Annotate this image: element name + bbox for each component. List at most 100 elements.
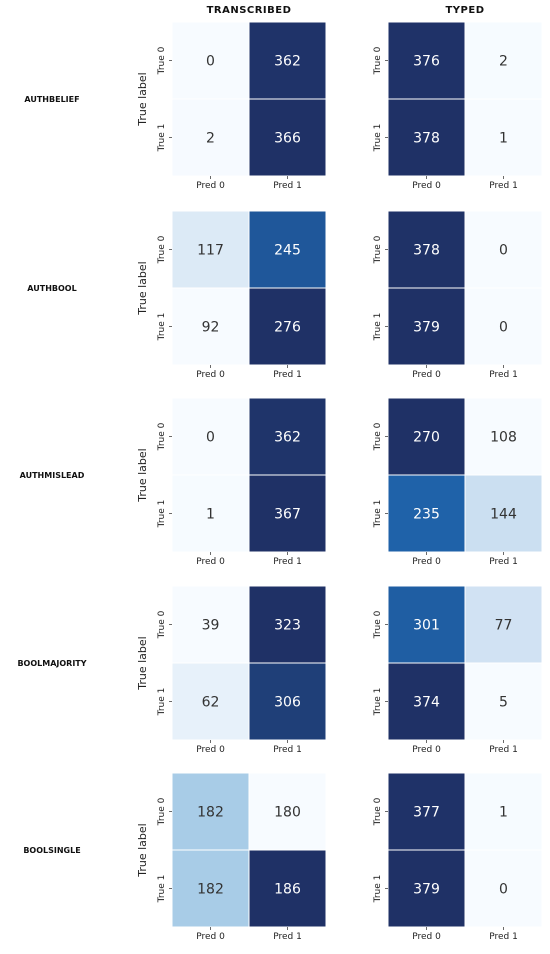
x-tick-label: Pred 0 — [412, 932, 441, 942]
cell-value-label: 5 — [499, 695, 508, 711]
heatmap-boolmajority-typed: 301 77 374 5 Pred 0 Pred 1 True 0 True 1 — [373, 585, 543, 755]
heatmap-cell — [248, 210, 327, 289]
y-axis-label: True label — [136, 636, 149, 690]
x-tick-label: Pred 1 — [489, 181, 518, 191]
heatmap-authbool-typed: 378 0 379 0 Pred 0 Pred 1 True 0 True 1 — [373, 210, 543, 380]
cell-value-label: 376 — [413, 54, 440, 70]
heatmap-cell — [387, 585, 466, 664]
y-axis-label: True label — [136, 448, 149, 502]
heatmap-cell — [464, 287, 543, 366]
heatmap-cell — [464, 474, 543, 553]
cell-value-label: 0 — [499, 320, 508, 336]
y-tick-label: True 0 — [373, 610, 383, 639]
column-title-typed: TYPED — [445, 5, 484, 16]
cell-value-label: 182 — [197, 882, 224, 898]
cell-value-label: 39 — [202, 618, 220, 634]
heatmap-authbelief-typed: 376 2 378 1 Pred 0 Pred 1 True 0 True 1 — [373, 21, 543, 191]
cell-value-label: 182 — [197, 805, 224, 821]
row-title-authbelief: AUTHBELIEF — [24, 95, 79, 104]
cell-value-label: 1 — [499, 805, 508, 821]
heatmap-cell — [248, 849, 327, 928]
y-tick-label: True 1 — [373, 500, 383, 529]
x-tick-label: Pred 1 — [273, 181, 302, 191]
cell-value-label: 276 — [274, 320, 301, 336]
heatmap-cell — [248, 98, 327, 177]
heatmap-authbool-transcribed: 117 245 92 276 Pred 0 Pred 1 True 0 True 1 True … — [136, 210, 327, 380]
cell-value-label: 2 — [206, 131, 215, 147]
y-tick-label: True 0 — [157, 422, 167, 451]
heatmap-cell — [248, 474, 327, 553]
y-tick-label: True 1 — [373, 313, 383, 342]
x-tick-label: Pred 1 — [489, 557, 518, 567]
x-tick-label: Pred 1 — [273, 932, 302, 942]
x-tick-label: Pred 0 — [196, 370, 225, 380]
cell-value-label: 379 — [413, 320, 440, 336]
y-tick-label: True 1 — [157, 688, 167, 717]
y-tick-label: True 1 — [373, 688, 383, 717]
y-tick-label: True 0 — [157, 46, 167, 75]
x-tick-label: Pred 0 — [412, 181, 441, 191]
x-tick-label: Pred 0 — [196, 745, 225, 755]
cell-value-label: 0 — [206, 54, 215, 70]
cell-value-label: 306 — [274, 695, 301, 711]
heatmap-cell — [248, 662, 327, 741]
y-tick-label: True 0 — [157, 610, 167, 639]
y-tick-label: True 1 — [373, 124, 383, 153]
cell-value-label: 378 — [413, 243, 440, 259]
heatmap-authmislead-transcribed: 0 362 1 367 Pred 0 Pred 1 True 0 True 1 True lab… — [136, 397, 327, 567]
heatmap-cell — [171, 21, 250, 100]
cell-value-label: 92 — [202, 320, 220, 336]
heatmap-cell — [464, 98, 543, 177]
heatmap-cell — [248, 772, 327, 851]
x-tick-label: Pred 0 — [196, 932, 225, 942]
cell-value-label: 62 — [202, 695, 220, 711]
cell-value-label: 144 — [490, 507, 517, 523]
heatmap-cell — [464, 849, 543, 928]
cell-value-label: 379 — [413, 882, 440, 898]
y-tick-label: True 0 — [373, 235, 383, 264]
heatmap-cell — [464, 21, 543, 100]
x-tick-label: Pred 0 — [412, 745, 441, 755]
heatmap-cell — [171, 474, 250, 553]
heatmap-cell — [464, 662, 543, 741]
x-tick-label: Pred 0 — [196, 557, 225, 567]
row-title-boolmajority: BOOLMAJORITY — [17, 659, 86, 668]
cell-value-label: 1 — [499, 131, 508, 147]
heatmap-boolsingle-typed: 377 1 379 0 Pred 0 Pred 1 True 0 True 1 — [373, 772, 543, 942]
heatmap-cell — [387, 397, 466, 476]
cell-value-label: 108 — [490, 430, 517, 446]
x-tick-label: Pred 1 — [489, 932, 518, 942]
x-tick-label: Pred 0 — [196, 181, 225, 191]
heatmap-cell — [248, 21, 327, 100]
cell-value-label: 366 — [274, 131, 301, 147]
heatmap-boolsingle-transcribed: 182 180 182 186 Pred 0 Pred 1 True 0 True 1 True… — [136, 772, 327, 942]
x-tick-label: Pred 1 — [273, 557, 302, 567]
heatmap-cell — [171, 849, 250, 928]
y-tick-label: True 1 — [373, 875, 383, 904]
y-tick-label: True 0 — [157, 235, 167, 264]
column-title-transcribed: TRANSCRIBED — [207, 5, 292, 16]
heatmap-cell — [171, 397, 250, 476]
cell-value-label: 235 — [413, 507, 440, 523]
y-axis-label: True label — [136, 823, 149, 877]
x-tick-label: Pred 0 — [412, 370, 441, 380]
heatmap-cell — [248, 585, 327, 664]
y-tick-label: True 0 — [373, 797, 383, 826]
heatmap-cell — [248, 397, 327, 476]
cell-value-label: 362 — [274, 430, 301, 446]
heatmap-cell — [464, 585, 543, 664]
heatmap-authbelief-transcribed: 0 362 2 366 Pred 0 Pred 1 True 0 True 1 True lab… — [136, 21, 327, 191]
heatmap-boolmajority-transcribed: 39 323 62 306 Pred 0 Pred 1 True 0 True 1 True l… — [136, 585, 327, 755]
y-axis-label: True label — [136, 72, 149, 126]
cell-value-label: 270 — [413, 430, 440, 446]
cell-value-label: 245 — [274, 243, 301, 259]
row-title-boolsingle: BOOLSINGLE — [23, 846, 80, 855]
row-title-authmislead: AUTHMISLEAD — [20, 471, 85, 480]
x-tick-label: Pred 1 — [489, 370, 518, 380]
cell-value-label: 0 — [499, 882, 508, 898]
y-tick-label: True 1 — [157, 500, 167, 529]
y-tick-label: True 0 — [373, 46, 383, 75]
cell-value-label: 186 — [274, 882, 301, 898]
cell-value-label: 378 — [413, 131, 440, 147]
